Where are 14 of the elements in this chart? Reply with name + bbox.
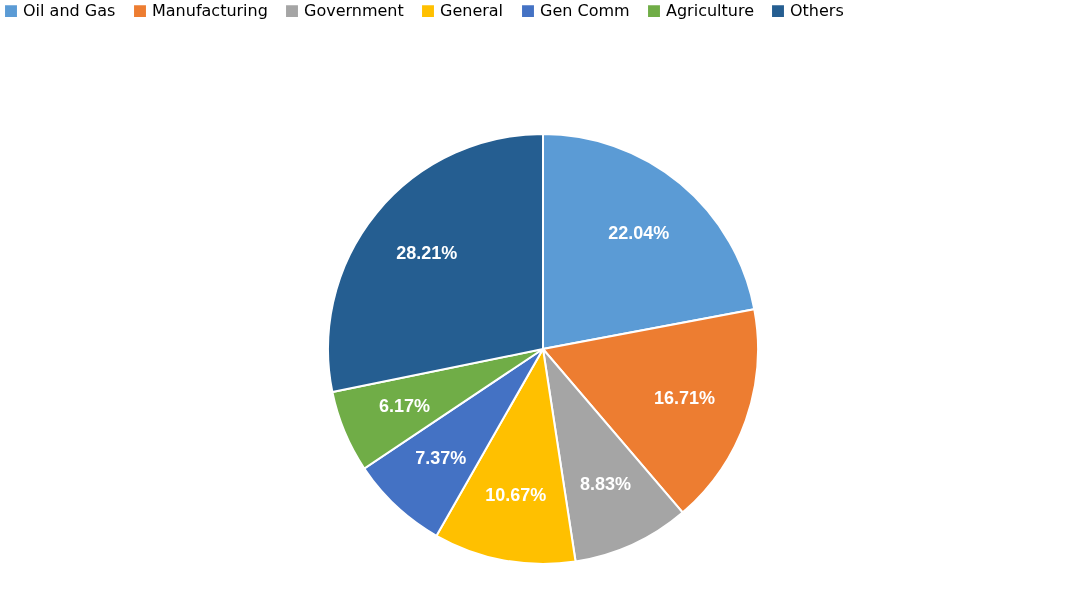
legend-label: Government [304,1,404,21]
data-label: 22.04% [608,222,670,243]
data-label: 8.83% [579,474,631,495]
legend-label: Manufacturing [152,1,268,21]
data-label: 28.21% [396,243,458,264]
legend-label: Gen Comm [540,1,630,21]
data-label: 16.71% [653,387,715,408]
legend-label: General [440,1,504,21]
legend-label: Agriculture [666,1,754,21]
data-label: 10.67% [485,485,547,506]
legend-label: Oil and Gas [23,1,116,21]
legend-label: Others [790,1,844,21]
data-label: 7.37% [415,447,467,468]
data-label: 6.17% [379,395,431,416]
